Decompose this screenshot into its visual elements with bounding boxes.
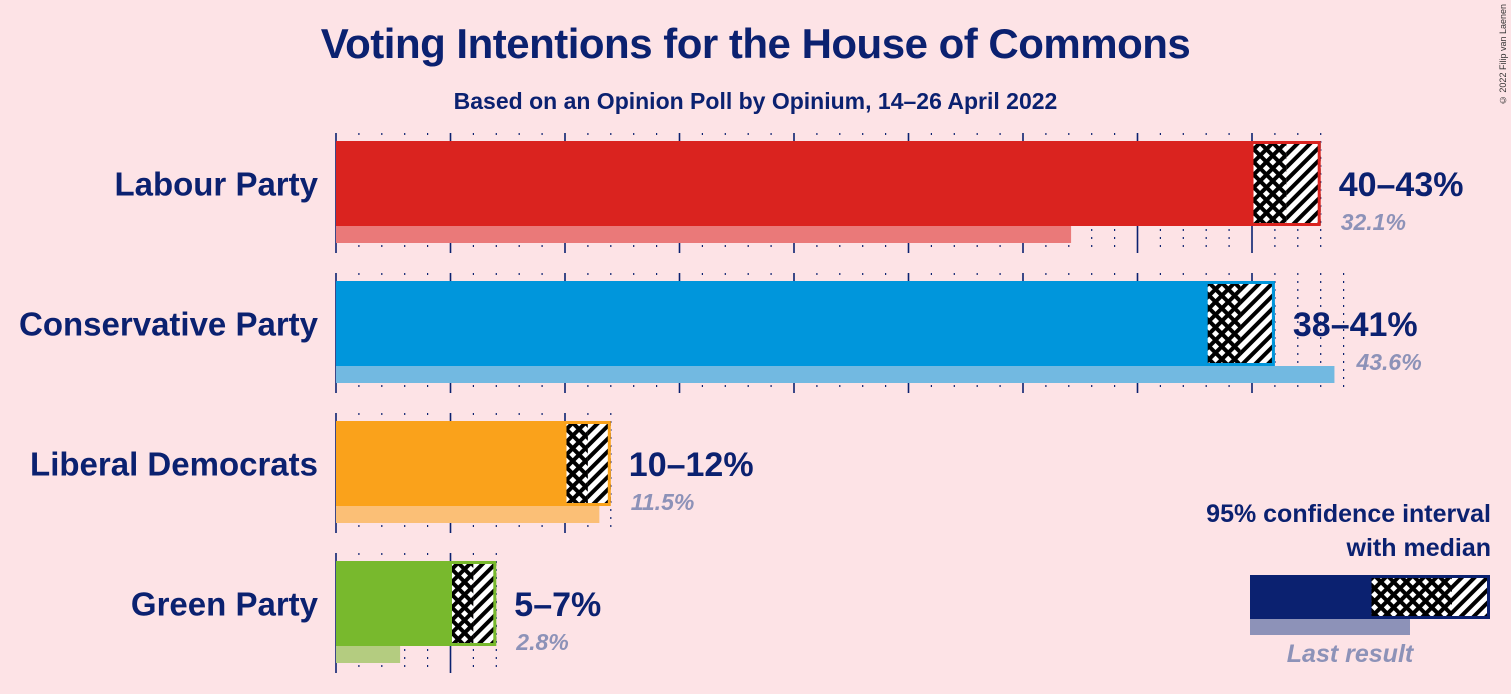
last-result-bar: [336, 226, 1072, 243]
ci-outline: [449, 561, 497, 646]
range-label: 40–43%: [1339, 166, 1464, 204]
last-result-bar: [336, 646, 401, 663]
legend-title-line1: 95% confidence interval: [1206, 500, 1491, 528]
category-label: Labour Party: [114, 166, 318, 203]
ci-outline: [1204, 281, 1275, 366]
legend-title-line2: with median: [1346, 534, 1491, 562]
legend-ci-outline: [1368, 575, 1490, 619]
poll-bar: [336, 421, 565, 506]
last-result-bar: [336, 366, 1335, 383]
poll-bar: [336, 561, 451, 646]
ci-lower-hatch: [565, 422, 588, 505]
range-label: 5–7%: [514, 586, 601, 624]
ci-upper-hatch: [1240, 282, 1275, 365]
poll-bar: [336, 281, 1207, 366]
last-result-label: 2.8%: [515, 629, 568, 655]
chart-title: Voting Intentions for the House of Commo…: [320, 20, 1191, 67]
category-label: Green Party: [131, 586, 319, 623]
last-result-label: 32.1%: [1341, 209, 1406, 235]
legend-last-result-swatch: [1250, 619, 1410, 635]
legend-last-result-label: Last result: [1286, 640, 1414, 668]
legend-hatch-swatch: [1452, 575, 1490, 619]
poll-bar: [336, 141, 1252, 226]
ci-outline: [563, 421, 611, 506]
legend-solid-swatch: [1250, 575, 1370, 619]
ci-upper-hatch: [587, 422, 611, 505]
ci-lower-hatch: [1252, 142, 1287, 225]
range-label: 38–41%: [1293, 306, 1418, 344]
last-result-bar: [336, 506, 600, 523]
last-result-label: 43.6%: [1355, 349, 1421, 375]
legend-title: 95% confidence interval with median: [1131, 497, 1491, 565]
ci-upper-hatch: [1286, 142, 1321, 225]
chart-subtitle: Based on an Opinion Poll by Opinium, 14–…: [453, 88, 1058, 114]
legend-cross-swatch: [1370, 575, 1452, 619]
ci-lower-hatch: [1206, 282, 1241, 365]
category-label: Conservative Party: [19, 306, 319, 343]
last-result-label: 11.5%: [631, 489, 695, 515]
category-label: Liberal Democrats: [30, 446, 318, 483]
legend-layer: [1250, 575, 1490, 635]
ci-lower-hatch: [450, 562, 474, 645]
range-label: 10–12%: [629, 446, 754, 484]
ci-upper-hatch: [473, 562, 497, 645]
bars-layer: Labour Party 40–43% 32.1% Conservative Part…: [19, 141, 1463, 663]
ci-outline: [1250, 141, 1321, 226]
